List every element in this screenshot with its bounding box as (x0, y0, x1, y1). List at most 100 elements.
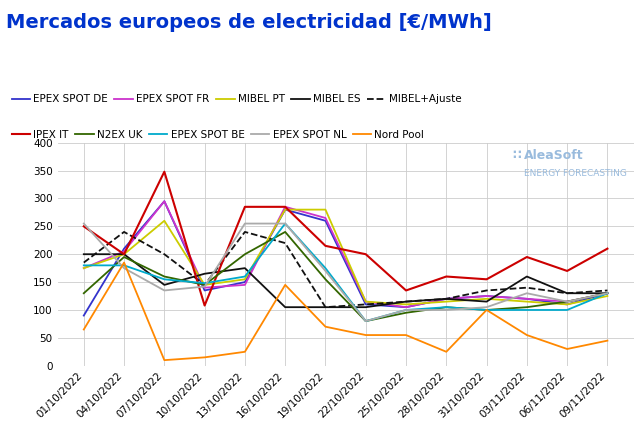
EPEX SPOT BE (120, 263, 128, 268)
Line: MIBEL ES: MIBEL ES (84, 254, 607, 307)
MIBEL+Ajuste (201, 282, 209, 288)
MIBEL+Ajuste (241, 229, 249, 235)
EPEX SPOT FR (322, 215, 330, 221)
EPEX SPOT DE (563, 301, 571, 307)
EPEX SPOT NL (483, 305, 490, 310)
Nord Pool (80, 327, 88, 332)
EPEX SPOT FR (402, 305, 410, 310)
MIBEL PT (402, 301, 410, 307)
MIBEL ES (483, 299, 490, 304)
Legend: EPEX SPOT DE, EPEX SPOT FR, MIBEL PT, MIBEL ES, MIBEL+Ajuste: EPEX SPOT DE, EPEX SPOT FR, MIBEL PT, MI… (12, 95, 461, 104)
EPEX SPOT DE (322, 218, 330, 223)
EPEX SPOT BE (402, 307, 410, 313)
MIBEL ES (201, 271, 209, 277)
IPEX IT (161, 169, 168, 174)
MIBEL+Ajuste (483, 288, 490, 293)
N2EX UK (523, 305, 531, 310)
N2EX UK (483, 307, 490, 313)
EPEX SPOT BE (241, 274, 249, 279)
Nord Pool (362, 332, 369, 338)
MIBEL ES (120, 252, 128, 257)
Line: MIBEL+Ajuste: MIBEL+Ajuste (84, 232, 607, 307)
EPEX SPOT FR (282, 204, 289, 210)
MIBEL PT (161, 218, 168, 223)
IPEX IT (483, 277, 490, 282)
Nord Pool (241, 349, 249, 355)
N2EX UK (322, 277, 330, 282)
EPEX SPOT FR (201, 285, 209, 290)
EPEX SPOT FR (161, 198, 168, 204)
EPEX SPOT NL (120, 265, 128, 271)
Nord Pool (402, 332, 410, 338)
EPEX SPOT BE (201, 281, 209, 286)
MIBEL+Ajuste (80, 260, 88, 265)
MIBEL+Ajuste (322, 305, 330, 310)
EPEX SPOT FR (563, 299, 571, 304)
Line: EPEX SPOT DE: EPEX SPOT DE (84, 201, 607, 316)
MIBEL ES (80, 252, 88, 257)
IPEX IT (442, 274, 450, 279)
MIBEL PT (322, 207, 330, 212)
EPEX SPOT FR (241, 282, 249, 288)
EPEX SPOT FR (120, 249, 128, 254)
MIBEL ES (362, 305, 369, 310)
N2EX UK (161, 274, 168, 279)
IPEX IT (322, 243, 330, 248)
N2EX UK (201, 282, 209, 288)
IPEX IT (201, 303, 209, 308)
EPEX SPOT FR (483, 293, 490, 299)
EPEX SPOT NL (282, 221, 289, 226)
Nord Pool (442, 349, 450, 355)
MIBEL PT (604, 293, 611, 299)
EPEX SPOT DE (241, 279, 249, 285)
EPEX SPOT NL (402, 307, 410, 313)
Line: EPEX SPOT BE: EPEX SPOT BE (84, 223, 607, 321)
IPEX IT (362, 252, 369, 257)
IPEX IT (563, 268, 571, 273)
Text: AleaSoft: AleaSoft (524, 149, 584, 162)
Text: Mercados europeos de electricidad [€/MWh]: Mercados europeos de electricidad [€/MWh… (6, 13, 492, 33)
IPEX IT (523, 254, 531, 260)
EPEX SPOT FR (604, 291, 611, 296)
MIBEL ES (161, 282, 168, 288)
IPEX IT (282, 204, 289, 210)
EPEX SPOT FR (523, 296, 531, 301)
EPEX SPOT DE (442, 296, 450, 301)
EPEX SPOT NL (322, 268, 330, 273)
N2EX UK (442, 305, 450, 310)
Nord Pool (523, 332, 531, 338)
EPEX SPOT BE (442, 305, 450, 310)
EPEX SPOT DE (120, 246, 128, 251)
Text: ∷: ∷ (513, 149, 526, 162)
IPEX IT (80, 223, 88, 229)
MIBEL ES (241, 265, 249, 271)
Nord Pool (604, 338, 611, 343)
EPEX SPOT BE (80, 263, 88, 268)
Nord Pool (322, 324, 330, 329)
EPEX SPOT FR (362, 299, 369, 304)
MIBEL+Ajuste (523, 285, 531, 290)
Text: ENERGY FORECASTING: ENERGY FORECASTING (524, 169, 627, 178)
EPEX SPOT BE (604, 291, 611, 296)
MIBEL+Ajuste (563, 291, 571, 296)
N2EX UK (241, 252, 249, 257)
Nord Pool (201, 355, 209, 360)
EPEX SPOT NL (563, 299, 571, 304)
MIBEL PT (483, 296, 490, 301)
EPEX SPOT DE (362, 301, 369, 307)
MIBEL ES (604, 291, 611, 296)
Nord Pool (563, 346, 571, 351)
MIBEL ES (282, 305, 289, 310)
MIBEL+Ajuste (362, 301, 369, 307)
IPEX IT (120, 252, 128, 257)
EPEX SPOT NL (80, 221, 88, 226)
MIBEL PT (563, 301, 571, 307)
Nord Pool (483, 307, 490, 313)
Line: IPEX IT: IPEX IT (84, 172, 607, 306)
MIBEL PT (201, 282, 209, 288)
Nord Pool (282, 282, 289, 288)
EPEX SPOT NL (442, 307, 450, 313)
N2EX UK (282, 229, 289, 235)
EPEX SPOT NL (201, 284, 209, 289)
EPEX SPOT NL (362, 318, 369, 324)
